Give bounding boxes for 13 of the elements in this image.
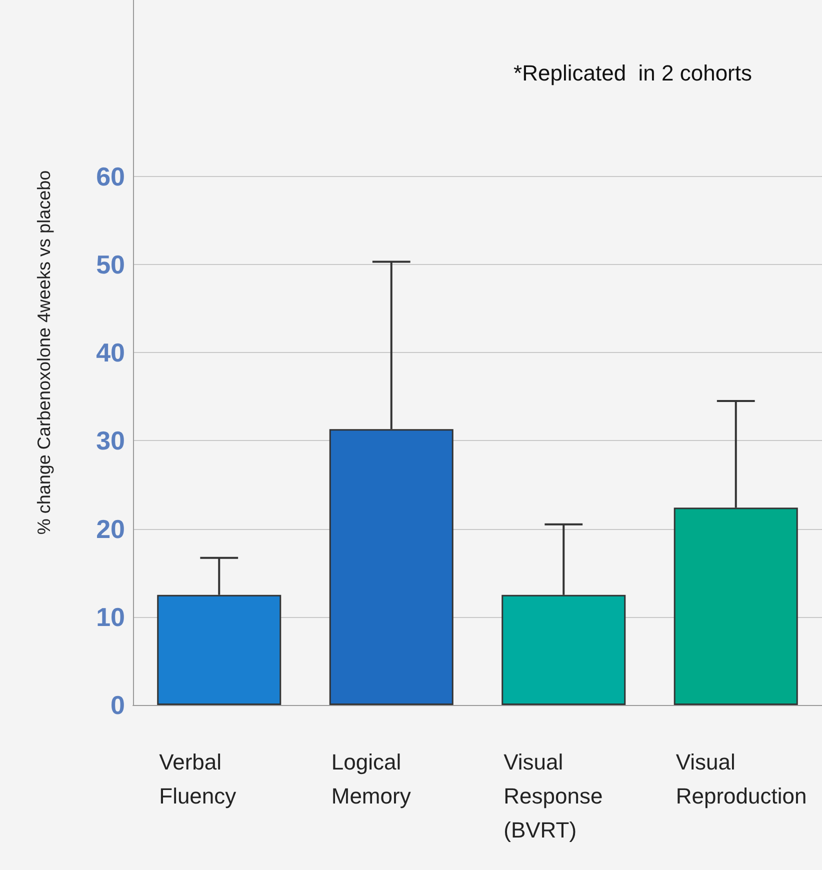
x-tick-label: Logical Memory: [331, 750, 411, 808]
y-tick-label: 30: [96, 426, 125, 456]
y-tick-label: 0: [110, 690, 125, 720]
x-tick-label: Visual Reproduction: [676, 750, 807, 808]
y-tick-label: 40: [96, 338, 125, 368]
y-tick-label: 50: [96, 249, 125, 280]
y-axis-title: % change Carbenoxolone 4weeks vs placebo: [34, 170, 54, 535]
y-tick-label: 60: [96, 161, 125, 192]
y-tick-label: 20: [96, 514, 125, 544]
y-tick-label: 10: [96, 602, 125, 632]
annotation: *Replicated in 2 cohorts: [514, 60, 752, 86]
x-tick-label: Verbal Fluency: [159, 750, 236, 808]
x-tick-label: Visual Response (BVRT): [504, 750, 603, 842]
